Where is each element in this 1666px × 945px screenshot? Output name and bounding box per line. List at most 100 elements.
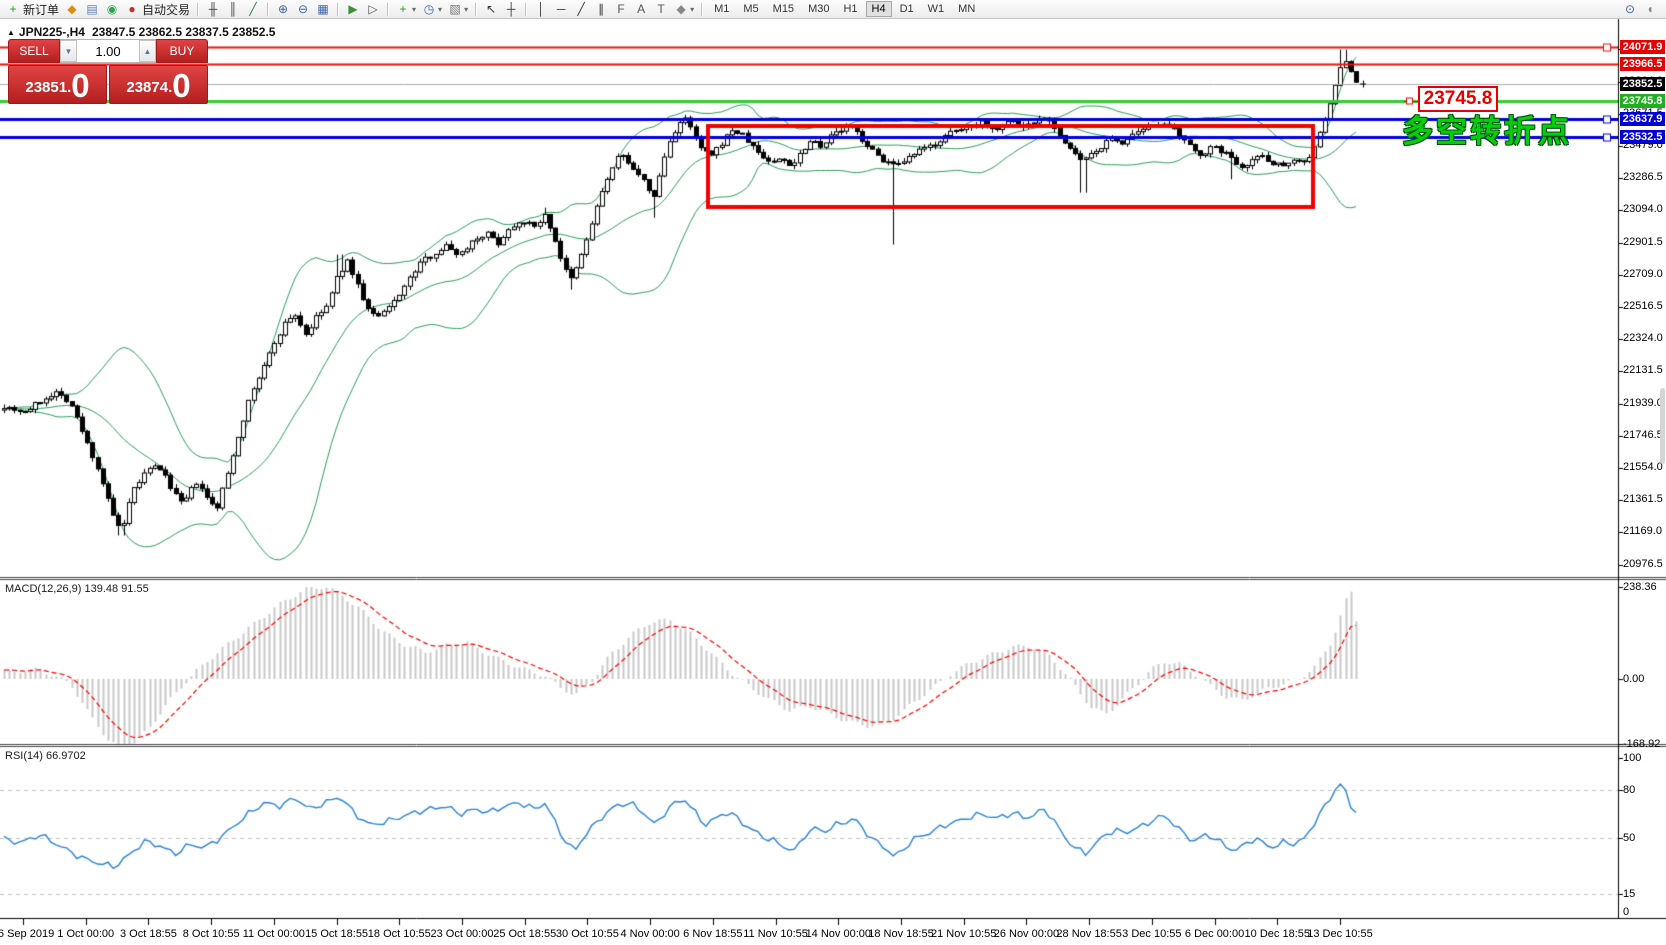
ohlc-values: 23847.5 23862.5 23837.5 23852.5 <box>91 25 276 39</box>
time-axis-label: 14 Nov 00:00 <box>805 928 871 940</box>
bar-chart-icon: ╫ <box>208 2 218 16</box>
trendline-icon: ╱ <box>577 2 585 16</box>
templates-button[interactable]: ▧ ▾ <box>445 1 471 18</box>
horizontal-line-icon: ─ <box>556 2 566 16</box>
sell-price-main: 23851. <box>25 79 72 96</box>
buy-price-display[interactable]: 23874. 0 <box>109 65 208 104</box>
hline-price-label: 23966.5 <box>1620 57 1665 72</box>
time-axis-label: 8 Oct 10:55 <box>182 928 240 940</box>
vertical-scrollbar-thumb[interactable] <box>1660 388 1665 464</box>
cursor-button[interactable]: ↖ <box>481 1 501 18</box>
timeframe-h4-button[interactable]: H4 <box>865 1 892 17</box>
hline-price-label: 24071.9 <box>1620 39 1665 54</box>
toolbar-right-group: ⊙ ◖ <box>1620 1 1660 18</box>
new-order-icon: + <box>9 2 17 16</box>
chevron-down-icon: ▾ <box>464 4 469 14</box>
auto-scroll-button[interactable]: ▶ <box>343 1 363 18</box>
price-axis-tick: 23094.0 <box>1623 203 1663 216</box>
tile-windows-button[interactable]: ▦ <box>313 1 333 18</box>
time-axis-label: 21 Nov 10:55 <box>930 928 997 940</box>
new-order-button[interactable]: + 新订单 <box>3 1 62 18</box>
volume-decrease-button[interactable]: ▼ <box>60 40 77 62</box>
search-button[interactable]: ⊙ <box>1620 1 1640 18</box>
auto-trading-button-label: 自动交易 <box>142 2 191 17</box>
bar-chart-button[interactable]: ╫ <box>203 1 223 18</box>
signals-button[interactable]: ◉ <box>102 1 122 18</box>
timeframe-mn-button[interactable]: MN <box>958 3 976 15</box>
market-watch-icon: ▤ <box>86 2 98 16</box>
candlestick-chart-button[interactable]: ║ <box>223 1 243 18</box>
hline-price-label: 23745.8 <box>1620 94 1665 109</box>
price-axis-tick: 21361.5 <box>1623 493 1663 506</box>
time-axis-label: 15 Oct 18:55 <box>305 928 369 940</box>
periods-button[interactable]: ◷ ▾ <box>419 1 445 18</box>
price-axis-tick: 23286.5 <box>1623 171 1663 184</box>
macd-indicator-label: MACD(12,26,9) 139.48 91.55 <box>5 583 149 595</box>
shapes-button[interactable]: ◆ ▾ <box>671 1 697 18</box>
indicators-button[interactable]: + ▾ <box>393 1 419 18</box>
chat-button[interactable]: ◖ <box>1640 1 1660 18</box>
time-axis-label: 6 Nov 18:55 <box>683 928 743 940</box>
toolbar-separator <box>475 2 478 16</box>
sell-button[interactable]: SELL <box>8 39 60 63</box>
toolbar-separator <box>197 2 200 16</box>
zoom-in-button[interactable]: ⊕ <box>273 1 293 18</box>
market-watch-button[interactable]: ▤ <box>82 1 102 18</box>
sell-price-display[interactable]: 23851. 0 <box>8 65 107 104</box>
collapse-triangle-icon[interactable]: ▲ <box>7 28 15 37</box>
hline-price-label: 23637.9 <box>1620 112 1665 127</box>
label-icon: T <box>657 2 665 16</box>
auto-trading-icon: ● <box>128 2 136 16</box>
price-axis-tick: 21169.0 <box>1623 525 1662 538</box>
auto-trading-button[interactable]: ● 自动交易 <box>122 1 193 18</box>
horizontal-line-button[interactable]: ─ <box>551 1 571 18</box>
indicators-icon: + <box>399 2 407 16</box>
equidistant-channel-button[interactable]: ∥ <box>591 1 611 18</box>
text-label-button[interactable]: T <box>651 1 671 18</box>
price-axis-tick: 21554.0 <box>1623 460 1663 473</box>
chart-shift-button[interactable]: ▷ <box>363 1 383 18</box>
rsi-axis-tick: 15 <box>1623 888 1636 900</box>
hline-price-label: 23532.5 <box>1620 130 1665 145</box>
current-price-label: 23852.5 <box>1620 76 1665 91</box>
price-axis-tick: 22901.5 <box>1623 235 1663 248</box>
tile-windows-icon: ▦ <box>317 2 329 16</box>
auto-scroll-icon: ▶ <box>348 2 358 16</box>
candlestick-chart-icon: ║ <box>228 2 238 16</box>
toolbar-separator <box>387 2 390 16</box>
trendline-button[interactable]: ╱ <box>571 1 591 18</box>
timeframe-m1-button[interactable]: M1 <box>714 3 730 15</box>
price-axis-tick: 21939.0 <box>1623 396 1663 409</box>
price-axis-tick: 20976.5 <box>1623 557 1663 570</box>
trade-ticket-button[interactable]: ◆ <box>62 1 82 18</box>
zoom-out-button[interactable]: ⊖ <box>293 1 313 18</box>
cursor-icon: ↖ <box>486 2 497 16</box>
volume-increase-button[interactable]: ▲ <box>139 40 156 62</box>
rsi-axis-tick: 0 <box>1623 906 1630 918</box>
price-callout-23745[interactable]: 23745.8 <box>1418 86 1498 112</box>
text-button[interactable]: A <box>631 1 651 18</box>
toolbar-separator <box>525 2 528 16</box>
toolbar-separator <box>267 2 270 16</box>
timeframe-m5-button[interactable]: M5 <box>743 3 759 15</box>
time-axis-label: 28 Nov 18:55 <box>1056 928 1122 940</box>
vertical-line-icon: │ <box>537 2 545 16</box>
timeframe-h1-button[interactable]: H1 <box>843 3 858 15</box>
line-chart-button[interactable]: ╱ <box>243 1 263 18</box>
crosshair-button[interactable]: ┼ <box>501 1 521 18</box>
timeframe-m30-button[interactable]: M30 <box>808 3 830 15</box>
time-axis-label: 26 Sep 2019 <box>0 928 55 940</box>
fibonacci-icon: F <box>617 2 625 16</box>
chevron-down-icon: ▾ <box>690 4 695 14</box>
fibonacci-button[interactable]: F <box>611 1 631 18</box>
chevron-down-icon: ▾ <box>438 4 443 14</box>
buy-button[interactable]: BUY <box>156 39 208 63</box>
vertical-line-button[interactable]: │ <box>531 1 551 18</box>
timeframe-m15-button[interactable]: M15 <box>772 3 795 15</box>
timeframe-w1-button[interactable]: W1 <box>927 3 945 15</box>
time-axis-label: 18 Oct 10:55 <box>367 928 431 940</box>
timeframe-d1-button[interactable]: D1 <box>899 3 914 15</box>
volume-input[interactable] <box>77 40 139 62</box>
